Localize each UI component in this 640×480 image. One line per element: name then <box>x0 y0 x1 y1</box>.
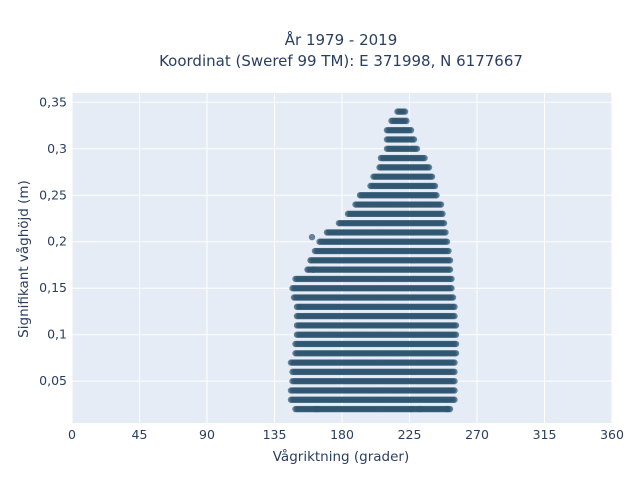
data-point <box>452 331 460 338</box>
data-point <box>446 257 454 264</box>
data-point <box>451 359 458 366</box>
data-point <box>452 322 460 329</box>
x-tick-label: 0 <box>68 427 76 442</box>
data-point <box>442 229 449 236</box>
data-point <box>428 173 436 180</box>
x-tick-label: 90 <box>199 427 215 442</box>
x-tick-label: 270 <box>465 427 489 442</box>
data-point <box>451 377 458 385</box>
y-axis-ticks: 0,05 0,1 0,15 0,2 0,25 0,3 0,35 <box>39 94 67 388</box>
data-point <box>410 136 418 143</box>
data-point <box>443 238 451 245</box>
data-point <box>451 303 458 311</box>
x-axis-title: Vågriktning (grader) <box>273 448 410 465</box>
y-axis-title: Signifikant våghöjd (m) <box>15 180 32 338</box>
x-tick-label: 180 <box>330 427 354 442</box>
data-point <box>451 387 458 394</box>
data-point <box>443 405 451 413</box>
y-tick-label: 0,35 <box>39 94 67 109</box>
data-point <box>445 247 452 255</box>
data-point <box>448 285 455 292</box>
data-point <box>310 266 317 273</box>
data-point <box>449 294 457 301</box>
data-point <box>431 182 439 190</box>
data-point <box>311 247 319 255</box>
data-point <box>440 219 448 227</box>
data-point <box>448 275 455 283</box>
chart-title-line-1: År 1979 - 2019 <box>285 30 398 49</box>
data-point <box>451 312 458 320</box>
y-tick-label: 0,15 <box>39 280 67 295</box>
data-point <box>416 405 424 413</box>
y-tick-label: 0,1 <box>47 327 67 342</box>
x-axis-ticks: 0 45 90 135 180 225 270 315 360 <box>68 427 624 442</box>
data-point <box>314 405 322 413</box>
data-point <box>446 266 454 273</box>
y-tick-label: 0,3 <box>47 141 67 156</box>
data-point <box>451 368 458 376</box>
data-point <box>407 126 415 134</box>
data-point <box>403 117 410 125</box>
x-tick-label: 360 <box>600 427 624 442</box>
data-point <box>421 154 428 162</box>
x-tick-label: 45 <box>132 427 148 442</box>
data-point <box>308 233 316 241</box>
y-tick-label: 0,05 <box>39 373 67 388</box>
y-tick-label: 0,25 <box>39 187 67 202</box>
data-point <box>413 145 421 152</box>
data-point <box>451 396 458 403</box>
chart-title-line-2: Koordinat (Sweref 99 TM): E 371998, N 61… <box>159 52 523 70</box>
x-tick-label: 315 <box>533 427 557 442</box>
data-point <box>433 192 440 199</box>
data-point <box>401 108 409 115</box>
data-point <box>439 210 446 218</box>
y-tick-label: 0,2 <box>47 234 67 249</box>
data-point <box>437 201 445 208</box>
x-tick-label: 135 <box>263 427 287 442</box>
data-point <box>452 340 460 348</box>
data-point <box>425 164 433 171</box>
data-points <box>287 108 460 413</box>
x-tick-label: 225 <box>398 427 422 442</box>
data-point <box>452 350 460 357</box>
data-point <box>407 405 415 413</box>
